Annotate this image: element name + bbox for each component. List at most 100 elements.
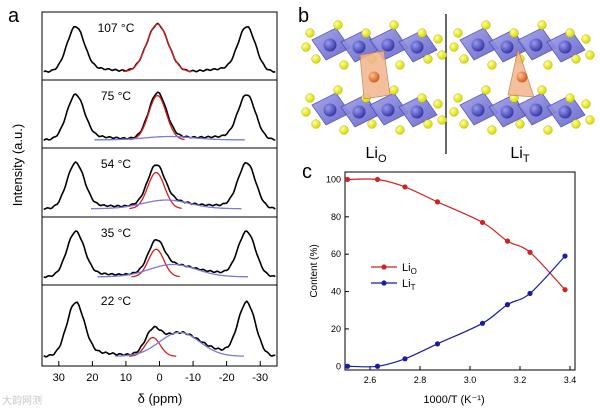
chart-frame xyxy=(344,171,576,371)
data-point-lio xyxy=(434,199,441,205)
crystal-structure-li-t xyxy=(449,20,595,135)
sulfur-atom xyxy=(487,60,497,70)
panel-a-ylabel: Intensity (a.u.) xyxy=(10,124,25,206)
sulfur-atom xyxy=(449,107,459,117)
data-point-lit xyxy=(479,320,486,326)
sulfur-atom xyxy=(453,28,463,38)
sulfur-atom xyxy=(565,93,575,103)
metal-atom xyxy=(381,103,395,117)
temperature-label: 54 °C xyxy=(101,157,131,171)
li-atom xyxy=(516,71,528,83)
metal-atom xyxy=(471,38,485,52)
data-point-lio xyxy=(527,249,533,255)
label-li-t: LiT xyxy=(510,145,529,165)
sulfur-atom xyxy=(311,119,321,129)
sulfur-atom xyxy=(481,85,491,95)
x-tick-label: 0 xyxy=(156,372,162,384)
sulfur-atom xyxy=(395,125,405,135)
sulfur-atom xyxy=(449,42,459,52)
panel-label-c: c xyxy=(302,161,312,183)
x-tick-label: 30 xyxy=(53,372,65,384)
series-line-lio xyxy=(347,178,566,291)
metal-atom xyxy=(323,103,337,117)
sulfur-atom xyxy=(565,28,575,38)
chart-y-tick-label: 0 xyxy=(336,361,341,371)
legend-label: LiO xyxy=(402,262,417,276)
x-tick-label: 10 xyxy=(120,372,132,384)
metal-atom xyxy=(558,40,572,54)
temperature-label: 75 °C xyxy=(101,89,131,103)
spectrum-trace xyxy=(43,230,276,279)
data-point-lio xyxy=(479,219,486,226)
sulfur-atom xyxy=(543,60,553,70)
sulfur-atom xyxy=(515,119,525,129)
sulfur-atom xyxy=(361,28,371,38)
spectrum-trace xyxy=(43,91,276,142)
sulfur-atom xyxy=(417,93,427,103)
sulfur-atom xyxy=(395,60,405,70)
metal-atom xyxy=(529,38,543,52)
sulfur-atom xyxy=(367,119,377,129)
sulfur-atom xyxy=(423,119,433,129)
data-point-lit xyxy=(527,290,533,297)
panel-label-a: a xyxy=(8,5,20,27)
sulfur-atom xyxy=(305,93,315,103)
metal-atom xyxy=(381,38,395,52)
chart-xlabel: 1000/T (K⁻¹) xyxy=(423,394,484,406)
fit-li-t xyxy=(94,135,245,141)
spectrum-trace xyxy=(43,22,276,73)
sulfur-atom xyxy=(459,119,469,129)
sulfur-atom xyxy=(311,54,321,64)
chart-x-tick-label: 3.2 xyxy=(514,375,527,385)
sulfur-atom xyxy=(433,34,443,44)
fit-li-o xyxy=(123,23,192,73)
x-tick-label: 20 xyxy=(86,372,98,384)
data-point-lit xyxy=(344,363,351,369)
spectrum-trace xyxy=(43,300,276,358)
fit-li-o xyxy=(131,248,180,278)
data-point-lit xyxy=(374,363,381,369)
metal-atom xyxy=(471,103,485,117)
data-point-lio xyxy=(374,176,381,183)
spectra-frame xyxy=(41,11,278,367)
metal-atom xyxy=(323,38,337,52)
sulfur-atom xyxy=(433,99,443,109)
data-point-lit xyxy=(562,253,568,259)
sulfur-atom xyxy=(571,119,581,129)
chart-y-tick-label: 40 xyxy=(331,287,341,297)
legend-marker xyxy=(381,264,387,270)
sulfur-atom xyxy=(437,50,447,60)
chart-x-tick-label: 2.6 xyxy=(364,375,377,385)
data-point-lio xyxy=(562,287,568,293)
x-tick-label: -20 xyxy=(219,372,235,384)
legend-marker xyxy=(381,280,387,286)
sulfur-atom xyxy=(389,20,399,30)
temperature-label: 107 °C xyxy=(98,21,135,35)
sulfur-atom xyxy=(581,34,591,44)
temperature-label: 35 °C xyxy=(101,226,131,240)
sulfur-atom xyxy=(537,20,547,30)
panel-label-b: b xyxy=(298,5,309,27)
sulfur-atom xyxy=(389,85,399,95)
chart-y-tick-label: 60 xyxy=(331,249,341,259)
legend-label: LiT xyxy=(402,278,416,292)
metal-atom xyxy=(500,105,514,119)
sulfur-atom xyxy=(333,85,343,95)
chart-x-tick-label: 3.4 xyxy=(564,375,577,385)
panel-a-spectra: 107 °C 75 °C 54 °C 35 °C 22 °C 30 20 10 0 -10 -20 -… xyxy=(41,11,278,384)
sulfur-atom xyxy=(585,50,595,60)
sulfur-atom xyxy=(339,60,349,70)
metal-atom xyxy=(410,40,424,54)
li-atom xyxy=(368,71,380,83)
sulfur-atom xyxy=(543,125,553,135)
chart-ylabel: Content (%) xyxy=(309,244,320,297)
x-tick-label: -30 xyxy=(252,372,268,384)
metal-atom xyxy=(410,105,424,119)
sulfur-atom xyxy=(481,20,491,30)
spectrum-trace xyxy=(43,160,276,211)
watermark: 大韵网测 xyxy=(2,396,42,407)
metal-atom xyxy=(500,40,514,54)
sulfur-atom xyxy=(571,54,581,64)
temperature-label: 22 °C xyxy=(101,294,131,308)
chart-y-tick-label: 80 xyxy=(331,212,341,222)
